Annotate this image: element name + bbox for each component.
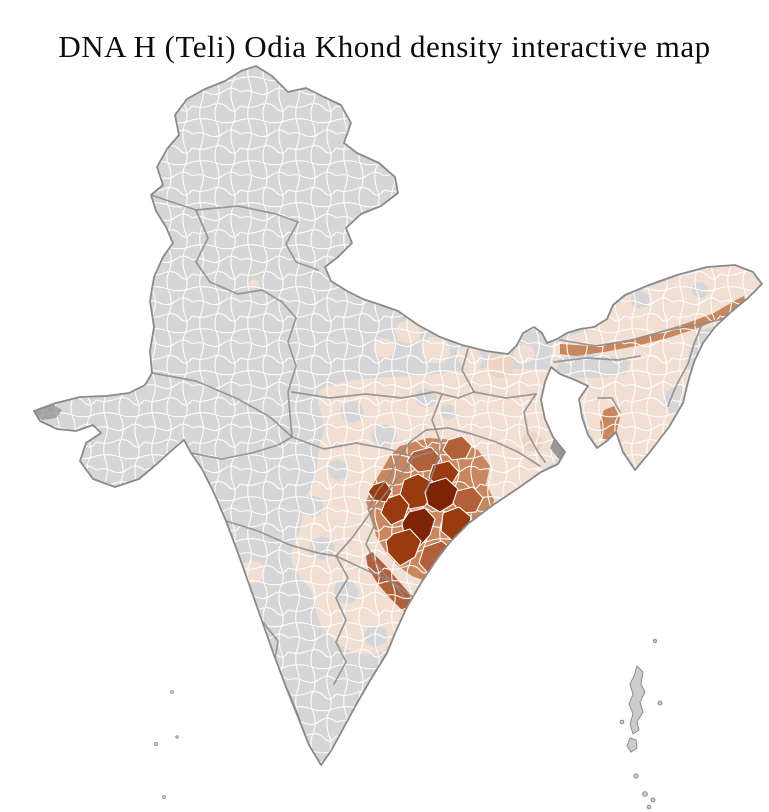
page-title: DNA H (Teli) Odia Khond density interact… — [58, 28, 711, 64]
india-country-outline — [33, 65, 763, 766]
andaman-nicobar-islands — [619, 638, 663, 810]
lakshadweep-islands — [153, 690, 179, 799]
district-borders-mesh — [34, 66, 762, 765]
state-boundaries — [150, 194, 727, 742]
